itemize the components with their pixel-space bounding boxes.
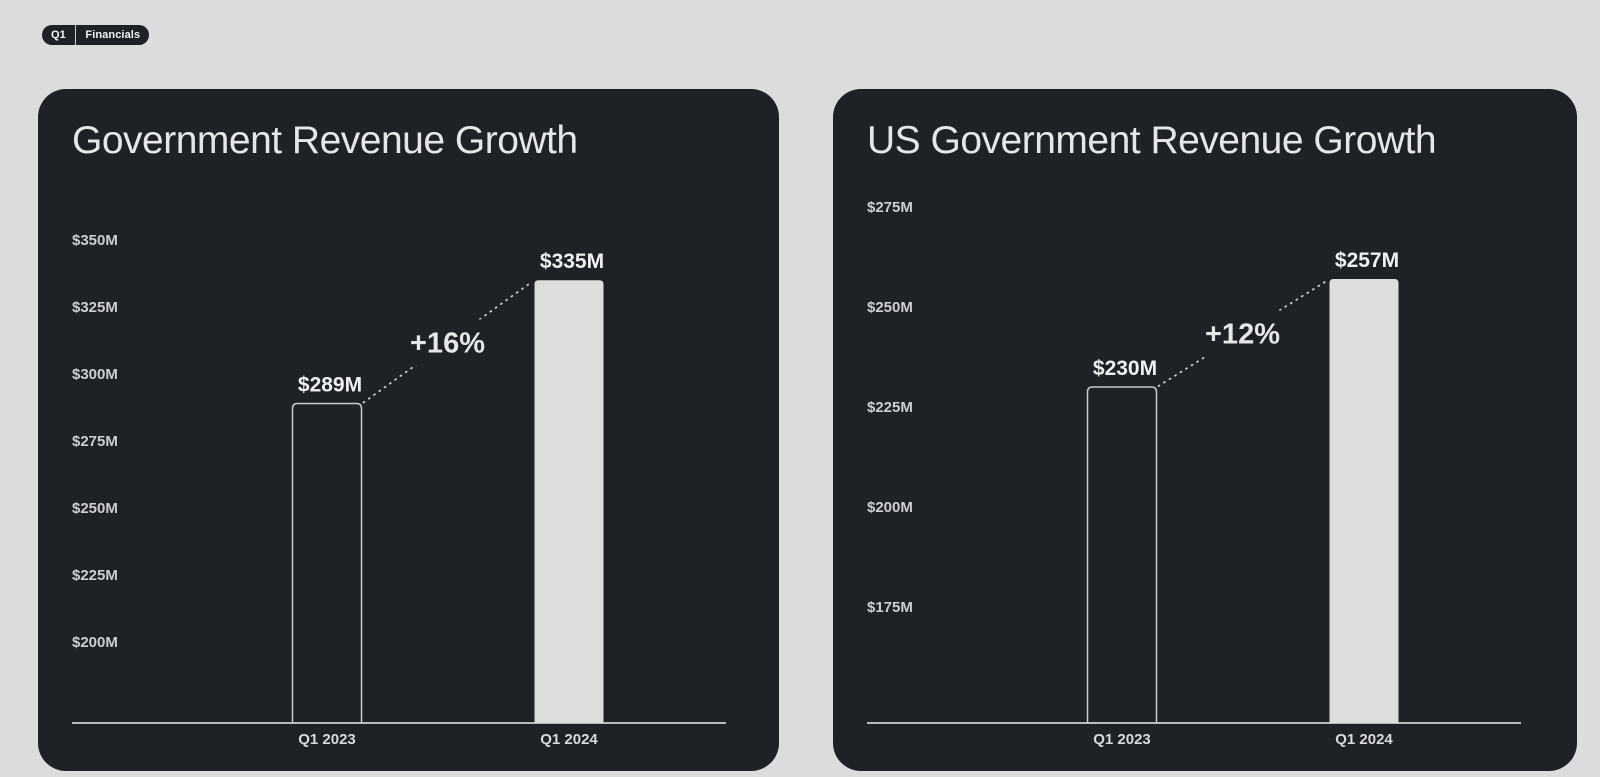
bar-q1-2024 <box>1329 279 1399 723</box>
bar-value-label: $230M <box>1093 357 1157 380</box>
badge-divider <box>74 25 77 45</box>
y-tick-label: $225M <box>72 567 118 584</box>
chart-title-us-government-revenue: US Government Revenue Growth <box>867 119 1437 162</box>
x-tick-label: Q1 2023 <box>298 731 356 748</box>
badge-quarter-label: Q1 <box>51 29 66 41</box>
y-tick-label: $275M <box>867 199 913 216</box>
y-tick-label: $275M <box>72 433 118 450</box>
bar-value-label: $289M <box>298 373 362 396</box>
y-tick-label: $200M <box>72 634 118 651</box>
growth-label: +16% <box>410 327 485 359</box>
bar-value-label: $257M <box>1335 249 1399 272</box>
y-tick-label: $350M <box>72 232 118 249</box>
bar-q1-2023 <box>291 402 363 723</box>
quarter-financials-badge[interactable]: Q1 Financials <box>42 25 150 45</box>
growth-label-backdrop <box>1190 310 1295 357</box>
y-tick-label: $175M <box>867 599 913 616</box>
y-tick-label: $300M <box>72 366 118 383</box>
x-tick-label: Q1 2024 <box>540 731 598 748</box>
x-tick-label: Q1 2024 <box>1335 731 1393 748</box>
bar-q1-2023 <box>1086 386 1158 723</box>
x-tick-label: Q1 2023 <box>1093 731 1151 748</box>
chart-title-government-revenue: Government Revenue Growth <box>72 119 578 162</box>
chart-card-us-government-revenue: US Government Revenue Growth $275M $250M $… <box>833 89 1577 771</box>
us-government-revenue-chart: $275M $250M $225M $200M $175M $230M Q1 2023 $25… <box>867 199 1521 748</box>
bar-value-label: $335M <box>540 250 604 273</box>
y-tick-label: $325M <box>72 299 118 316</box>
y-tick-label: $250M <box>867 299 913 316</box>
bar-q1-2024 <box>534 280 604 723</box>
growth-label-backdrop <box>395 319 500 366</box>
growth-label: +12% <box>1205 319 1280 351</box>
y-tick-label: $200M <box>867 499 913 516</box>
government-revenue-chart: $350M $325M $300M $275M $250M $225M $200M $289M… <box>72 232 726 748</box>
y-tick-label: $250M <box>72 500 118 517</box>
chart-card-government-revenue: Government Revenue Growth $350M $325M $300… <box>38 89 779 771</box>
y-tick-label: $225M <box>867 399 913 416</box>
badge-financials-label: Financials <box>85 29 141 41</box>
